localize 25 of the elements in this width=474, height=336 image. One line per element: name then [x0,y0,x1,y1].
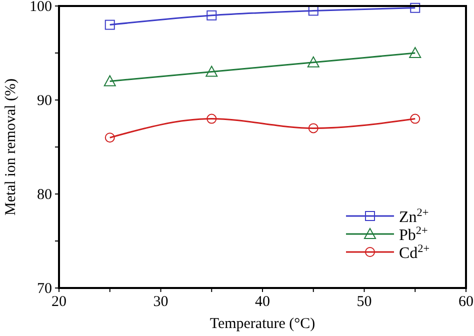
point [206,10,217,20]
x-tick-label: 40 [255,294,270,310]
x-tick-label: 50 [356,294,372,310]
y-tick-label: 100 [30,0,52,15]
x-tick-label: 20 [52,294,66,310]
y-axis-title: Metal ion removal (%) [3,78,19,216]
point [206,114,217,124]
point [206,66,218,77]
y-tick-label: 90 [37,93,52,109]
legend-label: Pb$^{2+}$ [399,225,428,244]
point [410,114,420,124]
point [104,132,115,143]
x-tick-label: 30 [153,294,168,310]
y-tick-label: 70 [37,281,52,297]
point [410,2,420,13]
legend-label: Zn$^{2+}$ [399,207,429,226]
point [308,123,318,134]
legend-label: Cd$^{2+}$ [399,243,430,262]
point [409,47,422,58]
point [104,75,116,86]
x-axis-title: Temperature (°C) [210,316,316,332]
x-tick-label: 60 [458,294,474,310]
y-tick-label: 80 [37,187,52,203]
point [307,56,320,68]
point [104,20,115,30]
